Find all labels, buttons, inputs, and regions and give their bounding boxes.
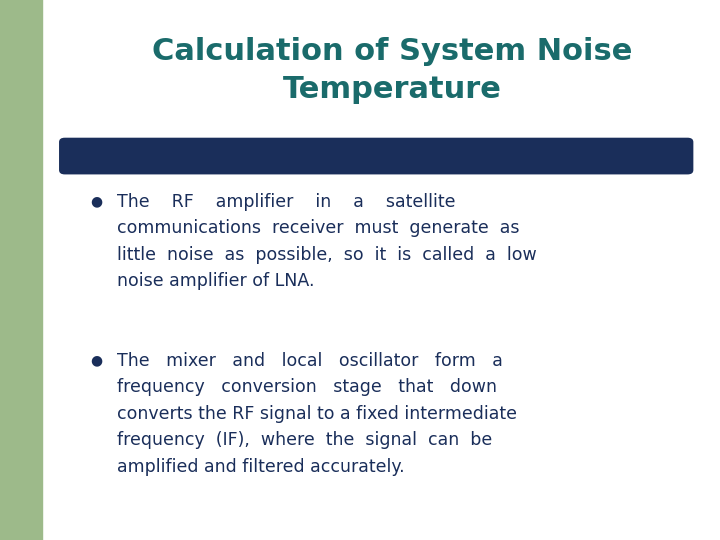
- Text: ●: ●: [90, 354, 102, 368]
- Text: ●: ●: [90, 194, 102, 208]
- Bar: [65, 142, 688, 170]
- Bar: [0, 0, 83, 540]
- Text: The   mixer   and   local   oscillator   form   a
frequency   conversion   stage: The mixer and local oscillator form a fr…: [117, 352, 518, 476]
- FancyBboxPatch shape: [59, 138, 693, 174]
- Bar: [65, 513, 720, 540]
- FancyBboxPatch shape: [43, 0, 720, 540]
- Bar: [86, 0, 720, 540]
- Text: The    RF    amplifier    in    a    satellite
communications  receiver  must  g: The RF amplifier in a satellite communic…: [117, 193, 537, 290]
- Text: Calculation of System Noise
Temperature: Calculation of System Noise Temperature: [152, 37, 633, 104]
